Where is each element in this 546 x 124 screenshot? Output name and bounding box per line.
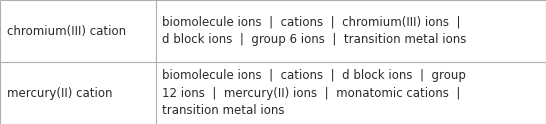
Text: mercury(II) cation: mercury(II) cation [7, 87, 112, 99]
Text: chromium(III) cation: chromium(III) cation [7, 25, 126, 37]
Text: biomolecule ions  |  cations  |  d block ions  |  group
12 ions  |  mercury(II) : biomolecule ions | cations | d block ion… [162, 69, 466, 117]
Text: biomolecule ions  |  cations  |  chromium(III) ions  |
d block ions  |  group 6 : biomolecule ions | cations | chromium(II… [162, 16, 466, 46]
